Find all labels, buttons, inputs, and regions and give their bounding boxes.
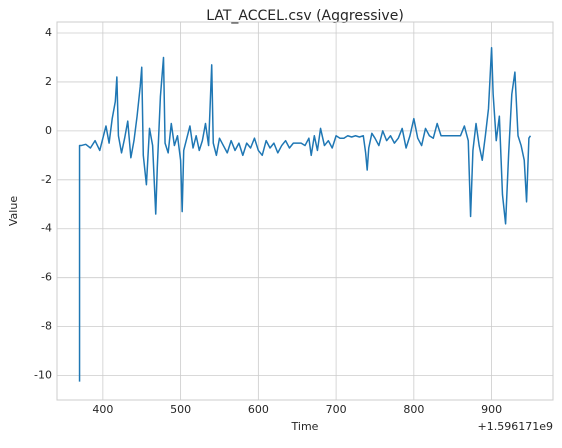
x-tick-label: 500 — [170, 403, 191, 416]
plot-frame — [56, 21, 554, 401]
y-axis-label: Value — [7, 196, 20, 226]
x-offset-text: +1.596171e9 — [478, 420, 553, 433]
x-tick-label: 800 — [403, 403, 424, 416]
y-tick-label: -8 — [41, 320, 52, 333]
y-tick-label: -6 — [41, 271, 52, 284]
y-tick-label: 4 — [45, 26, 52, 39]
x-tick-label: 400 — [92, 403, 113, 416]
x-tick-label: 700 — [326, 403, 347, 416]
y-tick-label: -4 — [41, 222, 52, 235]
y-tick-label: 0 — [45, 124, 52, 137]
y-tick-label: -2 — [41, 173, 52, 186]
x-axis-label: Time — [291, 420, 319, 433]
x-tick-label: 600 — [248, 403, 269, 416]
y-tick-label: 2 — [45, 75, 52, 88]
chart-title: LAT_ACCEL.csv (Aggressive) — [206, 8, 404, 24]
data-line — [78, 46, 532, 382]
y-tick-label: -10 — [34, 369, 52, 382]
x-tick-label: 900 — [481, 403, 502, 416]
